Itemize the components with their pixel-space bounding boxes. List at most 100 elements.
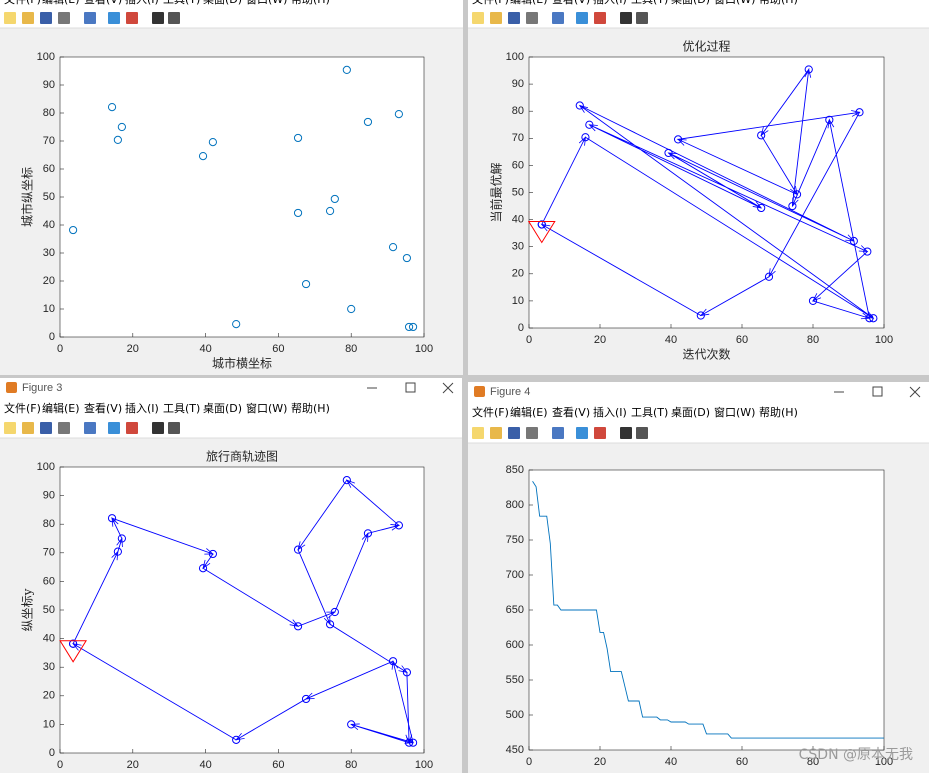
toolbar-button[interactable] [636,12,648,24]
toolbar-button[interactable] [576,12,588,24]
menu-item[interactable]: 桌面(D) [671,0,710,6]
menu-item[interactable]: 文件(F) [472,0,509,6]
menu-item[interactable]: 插入(I) [125,0,159,6]
toolbar-button[interactable] [4,422,16,434]
toolbar-button[interactable] [576,427,588,439]
menu-item[interactable]: 工具(T) [163,0,200,6]
x-tick-label: 40 [199,759,211,771]
arrowhead [677,138,687,146]
menu-item[interactable]: 窗口(W) [714,405,755,419]
menu-item[interactable]: 查看(V) [552,405,590,419]
menu-item[interactable]: 编辑(E) [510,405,548,419]
toolbar-button[interactable] [40,422,52,434]
maximize-button[interactable] [405,382,416,393]
toolbar-button[interactable] [22,12,34,24]
y-tick-label: 50 [43,191,55,203]
toolbar-button[interactable] [152,12,164,24]
toolbar-button[interactable] [552,12,564,24]
toolbar-button[interactable] [526,427,538,439]
city-point [325,206,335,216]
menu-item[interactable]: 查看(V) [84,401,122,415]
city-point [808,296,818,305]
toolbar-button[interactable] [508,427,520,439]
city-point [232,320,241,329]
toolbar-button[interactable] [168,422,180,434]
toolbar-button[interactable] [490,12,502,24]
city-point [674,135,683,144]
toolbar-button[interactable] [594,427,606,439]
arrowhead [350,723,360,730]
x-tick-label: 0 [57,759,63,771]
city-point [198,152,208,161]
toolbar-button[interactable] [526,12,538,24]
y-tick-label: 60 [512,159,524,171]
menu-item[interactable]: 文件(F) [4,0,41,6]
toolbar-button[interactable] [472,12,484,24]
toolbar-button[interactable] [552,427,564,439]
watermark: CSDN @原本无我 [799,747,913,763]
menu-item[interactable]: 工具(T) [631,0,668,6]
maximize-button[interactable] [872,386,883,397]
toolbar-button[interactable] [108,12,120,24]
toolbar-button[interactable] [594,12,606,24]
menu-item[interactable]: 窗口(W) [246,0,287,6]
x-tick-label: 100 [875,334,893,346]
menu-item[interactable]: 插入(I) [125,401,159,415]
x-tick-label: 40 [199,343,211,355]
window-icon [6,382,17,393]
menu-item[interactable]: 帮助(H) [291,0,330,6]
toolbar-button[interactable] [168,12,180,24]
menu-item[interactable]: 桌面(D) [671,406,710,419]
menu-item[interactable]: 窗口(W) [714,0,755,6]
close-button[interactable] [909,386,921,398]
toolbar-button[interactable] [84,422,96,434]
x-tick-label: 100 [415,759,433,771]
menu-item[interactable]: 查看(V) [84,0,122,6]
toolbar-button[interactable] [620,12,632,24]
toolbar-button[interactable] [84,12,96,24]
menu-item[interactable]: 插入(I) [593,405,627,419]
toolbar-button[interactable] [620,427,632,439]
toolbar-button[interactable] [636,427,648,439]
city-point [293,622,303,631]
toolbar-button[interactable] [508,12,520,24]
menu-item[interactable]: 编辑(E) [42,0,80,6]
menu-item[interactable]: 文件(F) [472,405,509,419]
menu-item[interactable]: 帮助(H) [759,405,798,419]
menu-item[interactable]: 帮助(H) [291,401,330,415]
arrowhead [398,665,408,673]
x-axis-label: 迭代次数 [682,347,730,362]
city-point [347,304,356,314]
menu-item[interactable]: 插入(I) [593,0,627,6]
city-point [107,103,117,112]
toolbar-button[interactable] [152,422,164,434]
arrowhead [760,126,769,137]
window-icon [474,386,485,397]
menu-item[interactable]: 桌面(D) [203,0,242,6]
toolbar-button[interactable] [58,422,70,434]
menu-item[interactable]: 编辑(E) [510,0,548,6]
arrowhead [202,559,211,570]
toolbar-button[interactable] [126,12,138,24]
toolbar-button[interactable] [58,12,70,24]
toolbar-button[interactable] [490,427,502,439]
close-button[interactable] [442,382,454,394]
menu-item[interactable]: 帮助(H) [759,0,798,6]
arrowhead [361,532,369,542]
start-marker [527,220,556,244]
menu-item[interactable]: 查看(V) [552,0,590,6]
toolbar-button[interactable] [126,422,138,434]
toolbar-button[interactable] [22,422,34,434]
menu-item[interactable]: 编辑(E) [42,401,80,415]
menu-item[interactable]: 窗口(W) [246,401,287,415]
menu-item[interactable]: 工具(T) [631,406,668,419]
menu-item[interactable]: 工具(T) [163,402,200,415]
toolbar-button[interactable] [108,422,120,434]
menu-item[interactable]: 桌面(D) [203,402,242,415]
toolbar-button[interactable] [472,427,484,439]
toolbar-button[interactable] [40,12,52,24]
y-tick-label: 50 [43,604,55,616]
toolbar-button[interactable] [4,12,16,24]
menu-item[interactable]: 文件(F) [4,401,41,415]
